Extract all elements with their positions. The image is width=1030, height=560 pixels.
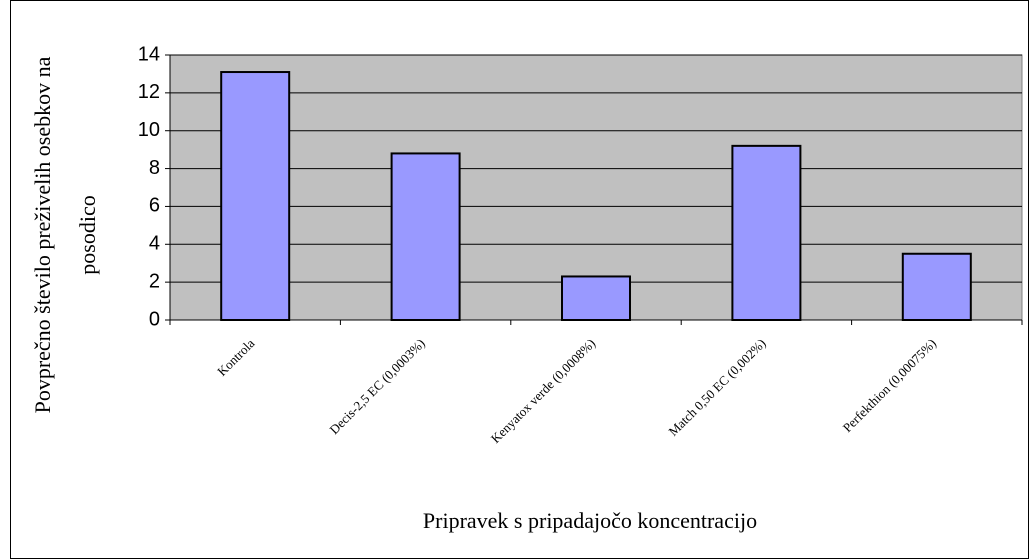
bar <box>390 152 461 321</box>
y-tick-label: 0 <box>149 308 160 330</box>
bar <box>901 252 972 321</box>
y-tick-label: 10 <box>138 119 160 141</box>
y-tick-label: 12 <box>138 81 160 103</box>
y-tick-label: 14 <box>138 43 160 65</box>
y-axis-label: posodico <box>75 195 100 274</box>
y-tick-label: 8 <box>149 157 160 179</box>
bar <box>561 275 631 322</box>
y-tick-label: 4 <box>149 233 160 255</box>
bar <box>731 144 802 321</box>
y-axis-label: Povprečno število preživelih osebkov na <box>30 56 55 413</box>
bar <box>220 71 291 321</box>
x-axis-label: Pripravek s pripadajočo koncentracijo <box>423 508 757 533</box>
y-tick-label: 6 <box>149 195 160 217</box>
y-tick-label: 2 <box>149 270 160 292</box>
